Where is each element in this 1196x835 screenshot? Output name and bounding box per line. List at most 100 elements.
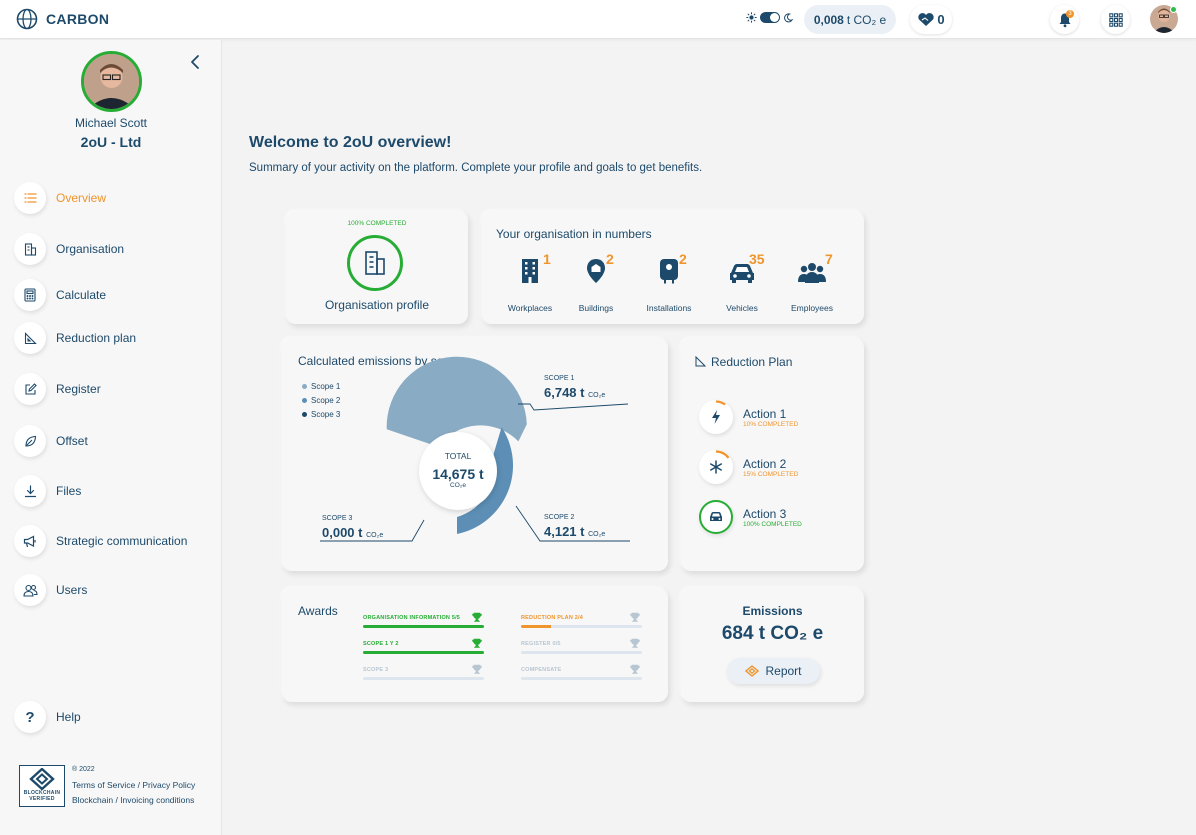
terms-privacy-links[interactable]: Terms of Service / Privacy Policy: [72, 780, 196, 790]
co2-unit: t CO₂ e: [846, 12, 887, 27]
office-building-icon: [522, 259, 538, 283]
snowflake-icon: [699, 450, 733, 484]
emissions-summary-card: Emissions 684 t CO₂ e Report: [681, 588, 864, 702]
award-label: REGISTER 0/5: [521, 641, 561, 647]
nav-label: Overview: [56, 191, 107, 205]
stat-buildings[interactable]: 2 Buildings: [564, 249, 628, 313]
blockchain-invoicing-links[interactable]: Blockchain / Invoicing conditions: [72, 795, 195, 805]
lightning-icon: [699, 400, 733, 434]
emissions-summary-title: Emissions: [742, 604, 803, 618]
award-compensate[interactable]: COMPENSATE: [521, 664, 642, 680]
action-name: Action 3: [743, 506, 787, 521]
legend-dot-scope-2: [302, 398, 307, 403]
stat-vehicles[interactable]: 35 Vehicles: [710, 249, 774, 313]
scope-2-value: 4,121 t CO₂e: [544, 524, 605, 539]
apps-grid-button[interactable]: [1101, 5, 1130, 34]
stat-workplaces[interactable]: 1 Workplaces: [498, 249, 562, 313]
page-subtitle: Summary of your activity on the platform…: [249, 162, 703, 174]
organisation-profile-card[interactable]: 100% COMPLETED Organisation profile: [286, 211, 468, 324]
profile-avatar[interactable]: [81, 51, 142, 112]
chevron-left-icon: [191, 55, 199, 69]
nav-help[interactable]: ? Help: [14, 701, 81, 733]
award-label: REDUCTION PLAN 2/4: [521, 615, 583, 621]
trophy-icon: [630, 638, 640, 648]
nav-reduction-plan[interactable]: Reduction plan: [14, 322, 136, 354]
nav-offset[interactable]: Offset: [14, 425, 88, 457]
scope-3-amount: 0,000 t: [322, 525, 363, 540]
scope-1-unit: CO₂e: [588, 392, 606, 399]
award-progress-bar: [363, 625, 484, 628]
leader-line-scope-1: [518, 403, 629, 411]
action-status: 100% COMPLETED: [743, 520, 802, 528]
likes-pill[interactable]: 0: [910, 5, 952, 34]
stat-label: Buildings: [578, 303, 614, 313]
car-icon: [699, 500, 733, 534]
donut-total: TOTAL 14,675 t CO₂e: [419, 432, 497, 510]
people-group-icon: [798, 263, 826, 283]
award-label: SCOPE 3: [363, 667, 389, 673]
stat-count: 2: [606, 251, 614, 267]
action-1[interactable]: Action 1 10% COMPLETED: [699, 400, 798, 434]
notifications-button[interactable]: 3: [1050, 5, 1079, 34]
nav-strategic-communication[interactable]: Strategic communication: [14, 525, 187, 557]
leaf-icon: [14, 425, 46, 457]
trophy-icon: [630, 664, 640, 674]
emissions-card-title: Calculated emissions by scope: [298, 354, 463, 368]
nav-overview[interactable]: Overview: [14, 182, 106, 214]
award-organisation-information[interactable]: ORGANISATION INFORMATION 5/5: [363, 612, 484, 628]
leader-line-scope-3: [320, 519, 425, 542]
award-scope-3[interactable]: SCOPE 3: [363, 664, 484, 680]
scope-1-value: 6,748 t CO₂e: [544, 385, 605, 400]
leader-line-scope-2: [515, 505, 630, 542]
nav-label: Strategic communication: [56, 534, 188, 548]
action-2[interactable]: Action 2 15% COMPLETED: [699, 450, 798, 484]
legend-dot-scope-1: [302, 384, 307, 389]
action-3[interactable]: Action 3 100% COMPLETED: [699, 500, 802, 534]
report-button[interactable]: Report: [727, 658, 820, 684]
profile-card-title: Organisation profile: [324, 298, 430, 312]
scope-3-label: SCOPE 3: [322, 515, 353, 522]
donut-segment-scope-2: [457, 427, 514, 534]
nav-organisation[interactable]: Organisation: [14, 233, 124, 265]
trophy-icon: [472, 612, 482, 622]
boiler-icon: [660, 259, 678, 284]
organisation-numbers-card: Your organisation in numbers 1 Workplace…: [482, 211, 864, 324]
nav-register[interactable]: Register: [14, 373, 101, 405]
award-scope-1-y-2[interactable]: SCOPE 1 Y 2: [363, 638, 484, 654]
sun-icon: [746, 12, 757, 23]
reduction-card-title: Reduction Plan: [711, 355, 793, 369]
award-progress-bar: [363, 677, 484, 680]
scope-1-label: SCOPE 1: [544, 375, 575, 382]
stat-installations[interactable]: 2 Installations: [637, 249, 701, 313]
award-progress-bar: [521, 677, 642, 680]
legend-label: Scope 3: [311, 410, 341, 419]
nav-users[interactable]: Users: [14, 574, 87, 606]
co2-balance-pill[interactable]: 0,008 t CO₂ e: [804, 5, 896, 34]
numbers-card-title: Your organisation in numbers: [496, 227, 652, 241]
nav-files[interactable]: Files: [14, 475, 81, 507]
stat-employees[interactable]: 7 Employees: [780, 249, 844, 313]
collapse-sidebar-button[interactable]: [188, 54, 202, 75]
awards-card-title: Awards: [298, 604, 338, 618]
nav-calculate[interactable]: Calculate: [14, 279, 106, 311]
award-register[interactable]: REGISTER 0/5: [521, 638, 642, 654]
theme-toggle[interactable]: [746, 12, 793, 23]
legend-scope-3[interactable]: Scope 3: [302, 410, 340, 419]
ruler-triangle-icon: [14, 322, 46, 354]
award-progress-bar: [521, 625, 642, 628]
app-logo[interactable]: CARBON: [14, 8, 109, 30]
scope-2-amount: 4,121 t: [544, 524, 585, 539]
action-name: Action 1: [743, 406, 787, 421]
legend-scope-1[interactable]: Scope 1: [302, 382, 340, 391]
toggle-switch[interactable]: [760, 12, 780, 23]
app-name: CARBON: [46, 11, 110, 27]
logo-text-verified: VERIFIED: [29, 796, 55, 802]
action-status: 10% COMPLETED: [743, 420, 799, 428]
award-reduction-plan[interactable]: REDUCTION PLAN 2/4: [521, 612, 642, 628]
report-icon: [745, 665, 760, 677]
globe-logo-icon: [16, 8, 38, 30]
legend-scope-2[interactable]: Scope 2: [302, 396, 340, 405]
action-status: 15% COMPLETED: [743, 470, 799, 478]
users-icon: [14, 574, 46, 606]
action-2-progress-ring: [715, 450, 730, 459]
